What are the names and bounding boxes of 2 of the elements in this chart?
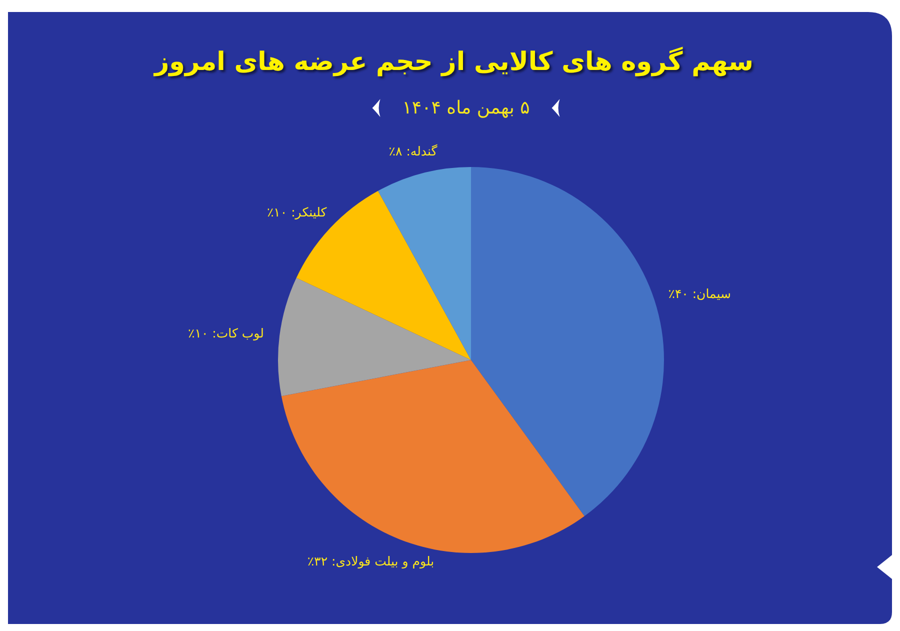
chart-title: سهم گروه های کالایی از حجم عرضه های امروز [152, 46, 754, 77]
chart-subtitle: ۵ بهمن ماه ۱۴۰۴ [402, 98, 530, 118]
